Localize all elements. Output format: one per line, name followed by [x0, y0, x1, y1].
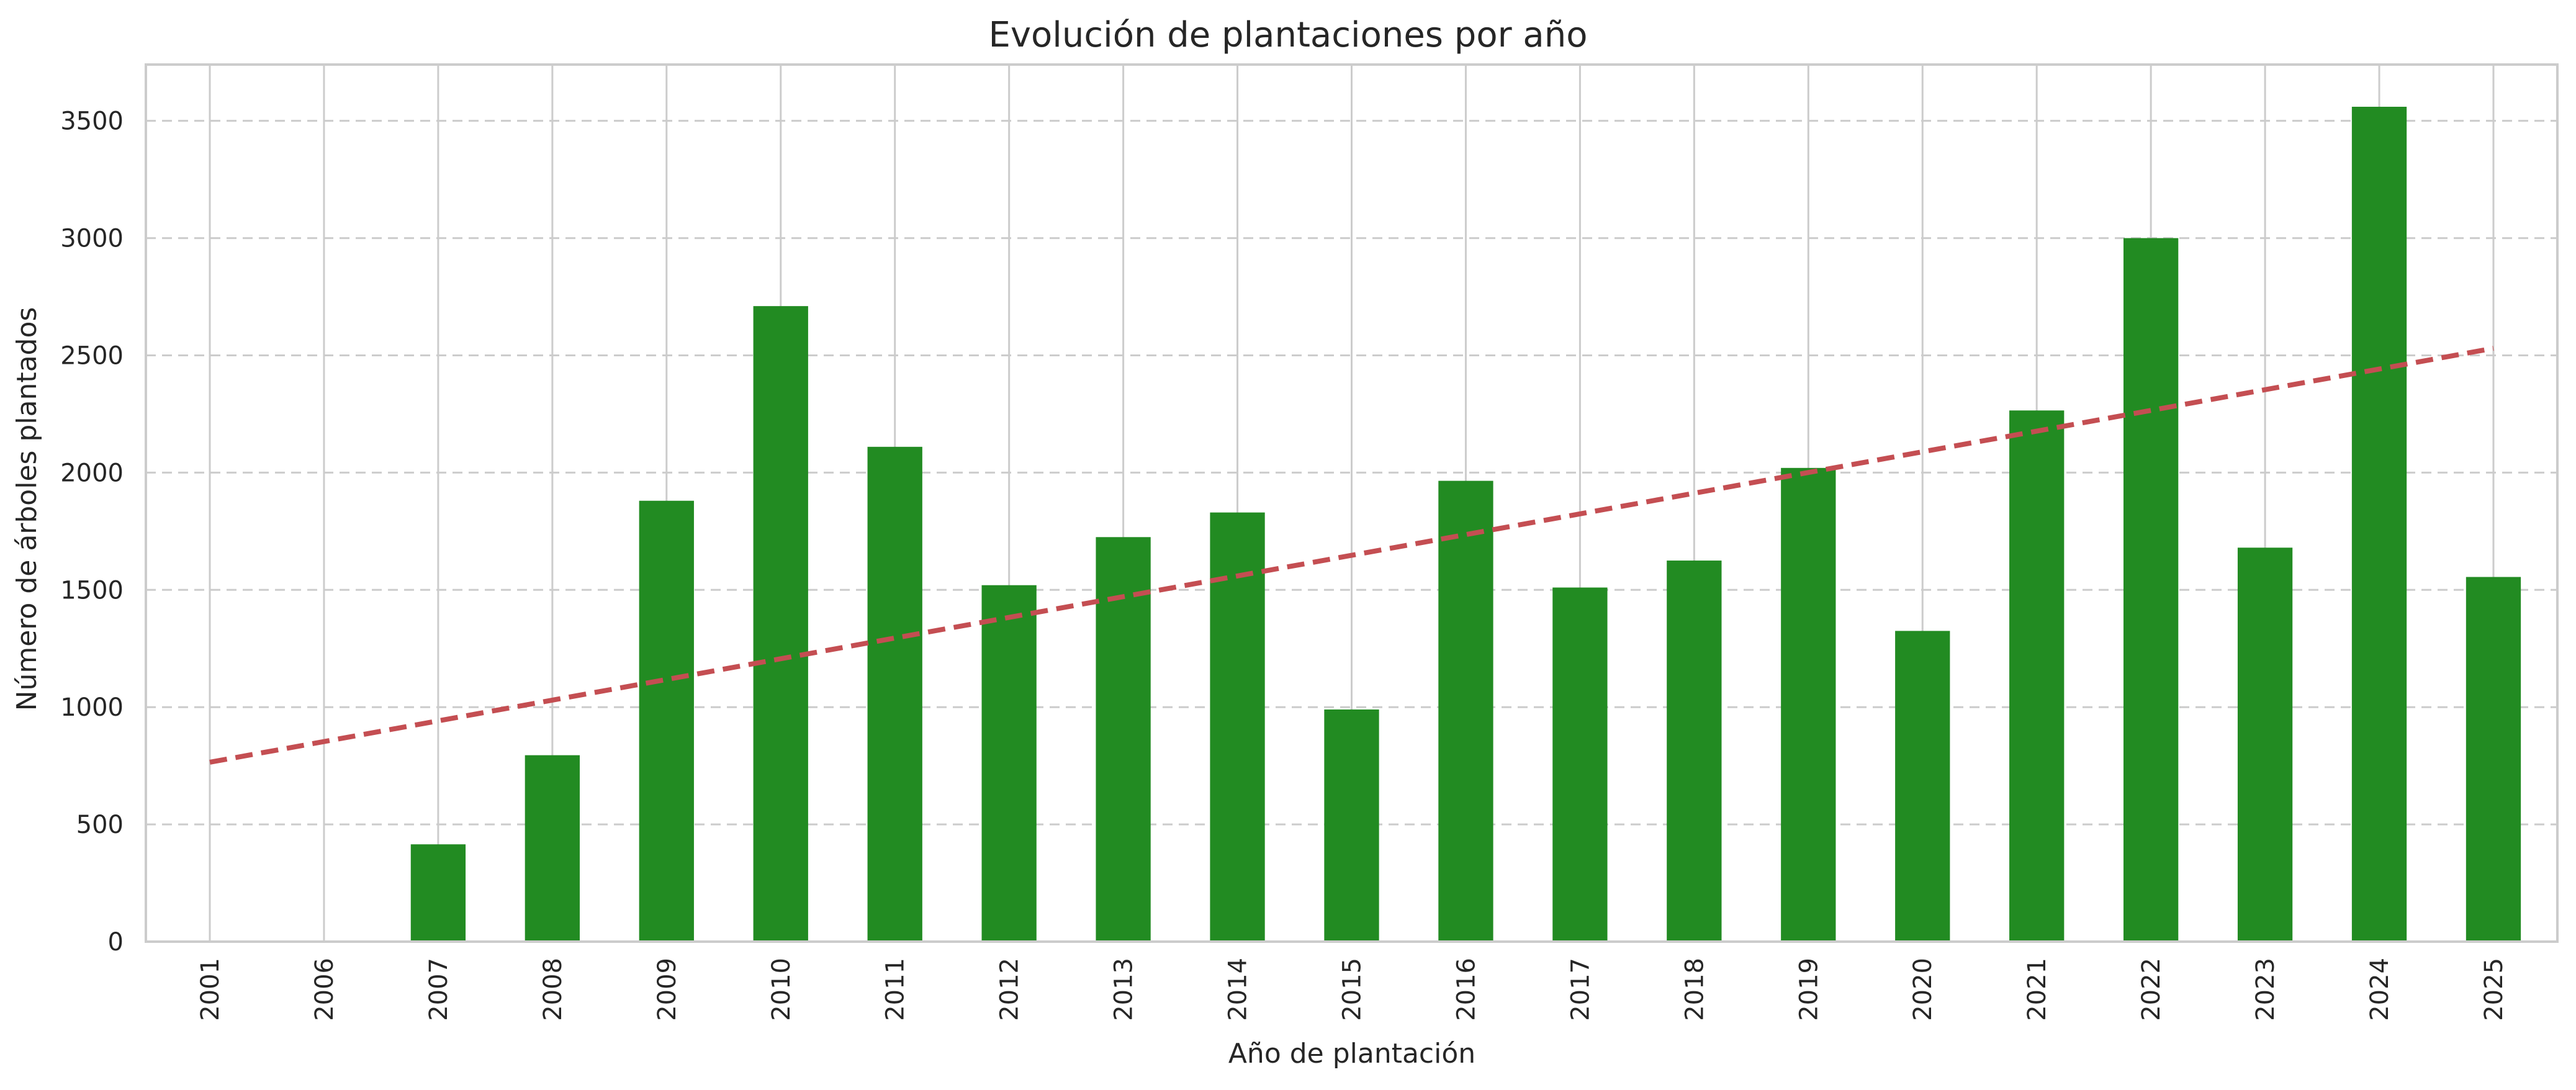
bar — [2466, 577, 2521, 942]
y-tick-label: 2500 — [60, 341, 124, 370]
x-tick-label: 2020 — [1909, 958, 1937, 1021]
x-axis-label: Año de plantación — [1228, 1038, 1475, 1070]
x-tick-label: 2001 — [196, 958, 225, 1021]
x-tick-label: 2010 — [767, 958, 796, 1021]
x-tick-label: 2009 — [653, 958, 682, 1021]
bar — [982, 585, 1037, 942]
x-tick-label: 2015 — [1338, 958, 1367, 1021]
bar — [1552, 588, 1607, 942]
y-tick-label: 1000 — [60, 693, 124, 722]
bar — [1781, 468, 1835, 942]
x-tick-label: 2025 — [2480, 958, 2508, 1021]
x-tick-label: 2012 — [996, 958, 1024, 1021]
x-tick-label: 2023 — [2251, 958, 2280, 1021]
chart-title: Evolución de plantaciones por año — [989, 15, 1588, 55]
x-tick-label: 2021 — [2023, 958, 2051, 1021]
x-tick-label: 2016 — [1452, 958, 1480, 1021]
y-tick-label: 1500 — [60, 576, 124, 605]
x-tick-label: 2017 — [1566, 958, 1595, 1021]
x-tick-label: 2018 — [1680, 958, 1709, 1021]
y-tick-label: 2000 — [60, 459, 124, 487]
y-tick-label: 3500 — [60, 107, 124, 136]
x-tick-label: 2011 — [881, 958, 910, 1021]
y-tick-label: 500 — [76, 811, 124, 839]
bar — [525, 755, 580, 942]
bar — [2009, 410, 2064, 942]
bar — [2352, 107, 2407, 942]
x-tick-label: 2008 — [539, 958, 567, 1021]
x-tick-label: 2022 — [2137, 958, 2166, 1021]
bar — [1895, 631, 1950, 942]
bar — [411, 844, 466, 942]
bar — [868, 447, 922, 942]
x-tick-label: 2019 — [1795, 958, 1823, 1021]
x-tick-label: 2014 — [1224, 958, 1253, 1021]
y-tick-label: 0 — [108, 928, 124, 957]
bar — [1667, 561, 1721, 942]
bar — [2123, 238, 2178, 942]
x-tick-label: 2007 — [425, 958, 453, 1021]
bar — [2238, 547, 2292, 942]
y-tick-label: 3000 — [60, 225, 124, 253]
x-tick-label: 2013 — [1110, 958, 1138, 1021]
bar — [1324, 709, 1379, 942]
x-tick-label: 2006 — [310, 958, 339, 1021]
y-axis-label: Número de árboles plantados — [11, 307, 43, 711]
bar — [1438, 481, 1493, 942]
bar — [639, 501, 694, 942]
x-tick-label: 2024 — [2366, 958, 2394, 1021]
bar — [754, 306, 808, 942]
